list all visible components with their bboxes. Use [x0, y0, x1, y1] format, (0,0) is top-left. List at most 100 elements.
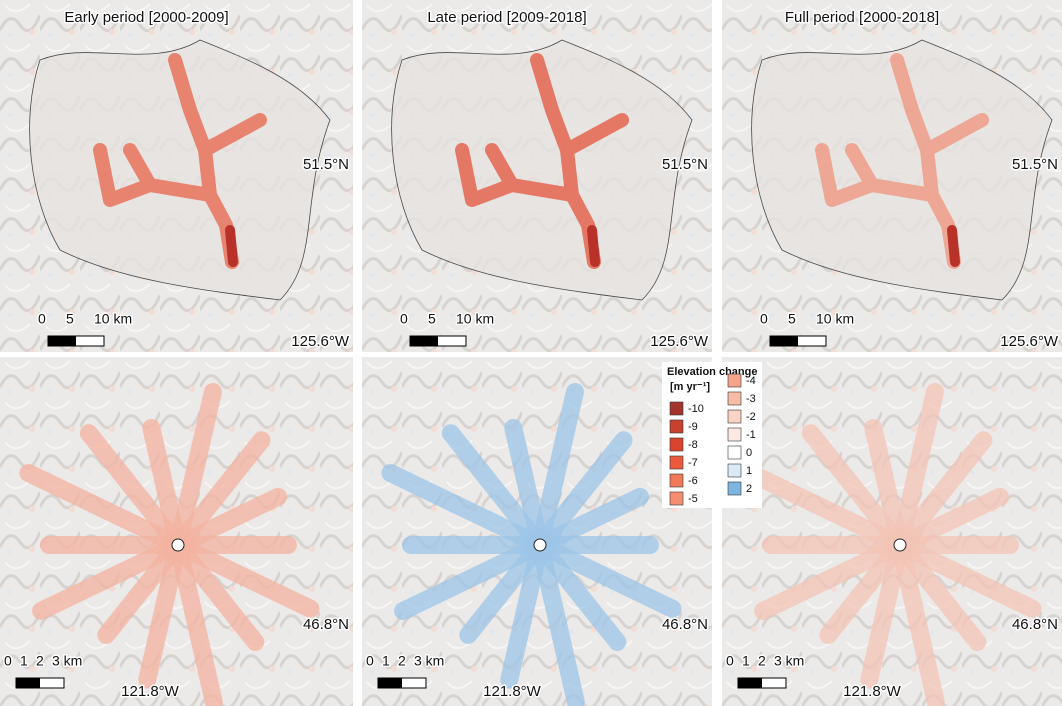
- glacier: [891, 382, 944, 554]
- legend-swatch: [727, 409, 742, 424]
- legend-label: -5: [688, 493, 698, 505]
- map-panel: 46.8°N 121.8°W 0 1 2 3 km: [362, 357, 712, 706]
- glacier: [19, 463, 187, 554]
- legend-label: -6: [688, 475, 698, 487]
- scale-label: 1: [20, 653, 28, 669]
- scale-label: 1: [382, 653, 390, 669]
- legend-swatch: [727, 481, 742, 496]
- longitude-label: 121.8°W: [843, 683, 902, 700]
- glacier: [169, 487, 288, 554]
- legend-label: 1: [746, 465, 752, 477]
- scale-bar-fill: [738, 678, 762, 688]
- legend-swatch: [669, 437, 684, 452]
- latitude-label: 46.8°N: [303, 616, 349, 633]
- longitude-label: 125.6°W: [650, 333, 709, 350]
- glacier: [138, 536, 187, 689]
- glacier: [891, 487, 1010, 554]
- glacier: [531, 382, 584, 554]
- legend-swatch: [669, 491, 684, 506]
- glacier-tongue: [947, 225, 960, 267]
- map-panel: Full period [2000-2018] 51.5°N 125.6°W 0 5 10…: [722, 0, 1062, 352]
- scale-label: 10 km: [456, 311, 494, 327]
- legend-swatch: [669, 401, 684, 416]
- glacier: [169, 536, 223, 706]
- glacier-tongue: [587, 225, 600, 267]
- scale-label: 10 km: [94, 311, 132, 327]
- legend-label: -9: [688, 421, 698, 433]
- latitude-label: 51.5°N: [662, 156, 708, 173]
- glacier-tongue: [225, 225, 238, 267]
- glacier: [169, 431, 271, 554]
- legend-label: -2: [746, 411, 756, 423]
- summit: [533, 538, 547, 552]
- longitude-label: 125.6°W: [1000, 333, 1059, 350]
- map-panel: Late period [2009-2018] 51.5°N 125.6°W 0 5 10…: [362, 0, 712, 352]
- scale-label: 0: [760, 311, 768, 327]
- glacier: [455, 53, 629, 269]
- longitude-label: 125.6°W: [291, 333, 350, 350]
- legend-label: -10: [688, 403, 704, 415]
- scale-label: 10 km: [816, 311, 854, 327]
- panel-title: Full period [2000-2018]: [785, 9, 939, 26]
- glacier: [93, 53, 267, 269]
- scale-label: 5: [428, 311, 436, 327]
- longitude-label: 121.8°W: [121, 683, 180, 700]
- panel-title: Late period [2009-2018]: [427, 9, 586, 26]
- glacier-outline: [29, 39, 331, 301]
- scale-bar-fill: [410, 336, 438, 346]
- latitude-label: 46.8°N: [1012, 616, 1058, 633]
- scale-label: 5: [66, 311, 74, 327]
- legend-swatch: [669, 455, 684, 470]
- glacier: [741, 463, 909, 554]
- legend-label: -1: [746, 429, 756, 441]
- legend-label: -4: [746, 375, 756, 387]
- glacier: [891, 536, 1042, 618]
- glacier: [815, 53, 989, 269]
- legend-title: Elevation change: [667, 366, 757, 378]
- glacier: [891, 431, 993, 554]
- legend-label: -7: [688, 457, 698, 469]
- glacier: [79, 424, 187, 554]
- legend-swatch: [727, 427, 742, 442]
- legend-swatch: [727, 373, 742, 388]
- glacier-outline: [751, 39, 1053, 301]
- summit: [893, 538, 907, 552]
- legend-swatch: [727, 391, 742, 406]
- legend-swatch: [669, 419, 684, 434]
- glacier: [531, 431, 633, 554]
- scale-label: 1: [742, 653, 750, 669]
- scale-bar-fill: [48, 336, 76, 346]
- latitude-label: 51.5°N: [1012, 156, 1058, 173]
- longitude-label: 121.8°W: [483, 683, 542, 700]
- map-panel: Early period [2000-2009] 51.5°N 125.6°W 0 5 1…: [0, 0, 353, 352]
- glacier: [500, 536, 549, 689]
- glacier: [754, 536, 909, 620]
- legend-swatch: [727, 463, 742, 478]
- scale-bar-fill: [770, 336, 798, 346]
- scale-label: 0: [4, 653, 12, 669]
- scale-label: 3 km: [414, 653, 444, 669]
- scale-bar-fill: [16, 678, 40, 688]
- glacier: [801, 424, 909, 554]
- glacier: [891, 536, 945, 706]
- legend-label: 0: [746, 447, 752, 459]
- legend-label: -3: [746, 393, 756, 405]
- legend-unit: [m yr⁻¹]: [670, 381, 710, 393]
- scale-label: 0: [726, 653, 734, 669]
- scale-label: 0: [366, 653, 374, 669]
- scale-label: 2: [36, 653, 44, 669]
- glacier-outline: [391, 39, 693, 301]
- glacier: [531, 536, 682, 618]
- legend-label: 2: [746, 483, 752, 495]
- glacier: [394, 536, 549, 620]
- latitude-label: 46.8°N: [662, 616, 708, 633]
- glacier: [531, 536, 585, 706]
- scale-bar-fill: [378, 678, 402, 688]
- legend-label: -8: [688, 439, 698, 451]
- glacier: [169, 382, 222, 554]
- scale-label: 2: [398, 653, 406, 669]
- legend-swatch: [669, 473, 684, 488]
- legend-swatch: [727, 445, 742, 460]
